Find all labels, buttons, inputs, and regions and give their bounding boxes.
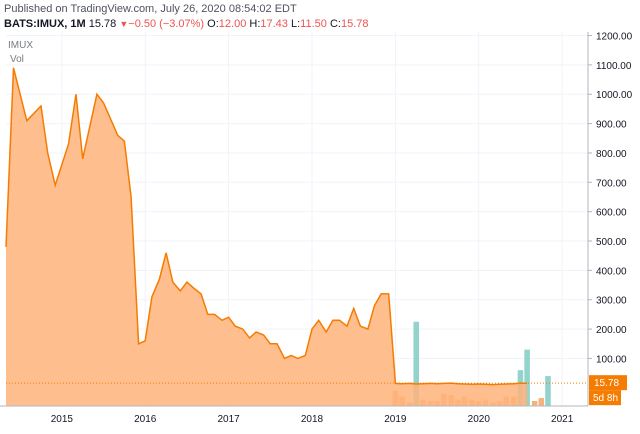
- y-tick-label: 900.00: [596, 120, 627, 131]
- legend-volume: Vol: [10, 54, 24, 65]
- close-value: 15.78: [340, 18, 369, 30]
- last-price-tag-label: 15.78: [594, 378, 619, 389]
- published-line: Published on TradingView.com, July 26, 2…: [4, 3, 297, 15]
- x-tick-label: 2017: [218, 414, 241, 425]
- x-tick-label: 2018: [301, 414, 324, 425]
- last-price-tag: [589, 375, 627, 391]
- price-area: [6, 67, 528, 407]
- open-label: O:: [207, 18, 219, 30]
- low-value: 11.50: [300, 18, 327, 30]
- last-price: 15.78: [88, 18, 117, 30]
- high-label: H:: [249, 18, 261, 30]
- symbol-label: BATS:IMUX, 1M: [4, 18, 86, 30]
- volume-bar: [413, 321, 420, 406]
- volume-bar: [538, 398, 545, 406]
- x-tick-label: 2020: [468, 414, 491, 425]
- volume-bar: [545, 376, 551, 406]
- low-label: L:: [290, 18, 301, 30]
- y-tick-label: 1200.00: [596, 32, 633, 43]
- volume-bar: [531, 401, 538, 406]
- close-label: C:: [329, 18, 341, 30]
- x-tick-label: 2016: [134, 414, 157, 425]
- y-tick-label: 600.00: [596, 208, 627, 219]
- countdown-tag: [589, 390, 621, 406]
- ohlc-line: BATS:IMUX, 1M 15.78 ▼−0.50 (−3.07%) O:12…: [4, 18, 368, 30]
- open-value: 12.00: [218, 18, 247, 30]
- y-tick-label: 200.00: [596, 325, 627, 336]
- y-tick-label: 800.00: [596, 149, 627, 160]
- high-value: 17.43: [260, 18, 288, 30]
- y-tick-label: 1100.00: [596, 61, 632, 72]
- y-tick-label: 500.00: [596, 237, 627, 248]
- y-tick-label: 400.00: [596, 266, 627, 277]
- countdown-tag-label: 5d 8h: [593, 393, 618, 404]
- change-value: −0.50 (−3.07%): [128, 18, 205, 30]
- price-line: [5, 67, 528, 386]
- y-tick-label: 700.00: [596, 178, 627, 189]
- volume-bar: [524, 349, 530, 406]
- y-tick-label: 1000.00: [596, 90, 633, 101]
- legend-symbol: IMUX: [8, 40, 33, 51]
- legend: IMUX Vol: [8, 40, 33, 65]
- x-tick-label: 2021: [551, 414, 574, 425]
- down-triangle-icon: ▼: [119, 19, 129, 29]
- axes: 1200.00 1100.00 1000.00 900.00 800.00 700.00 6…: [0, 32, 633, 425]
- x-tick-label: 2019: [384, 414, 407, 425]
- y-tick-label: 100.00: [596, 354, 627, 365]
- x-tick-label: 2015: [51, 414, 74, 425]
- y-tick-label: 300.00: [596, 296, 627, 307]
